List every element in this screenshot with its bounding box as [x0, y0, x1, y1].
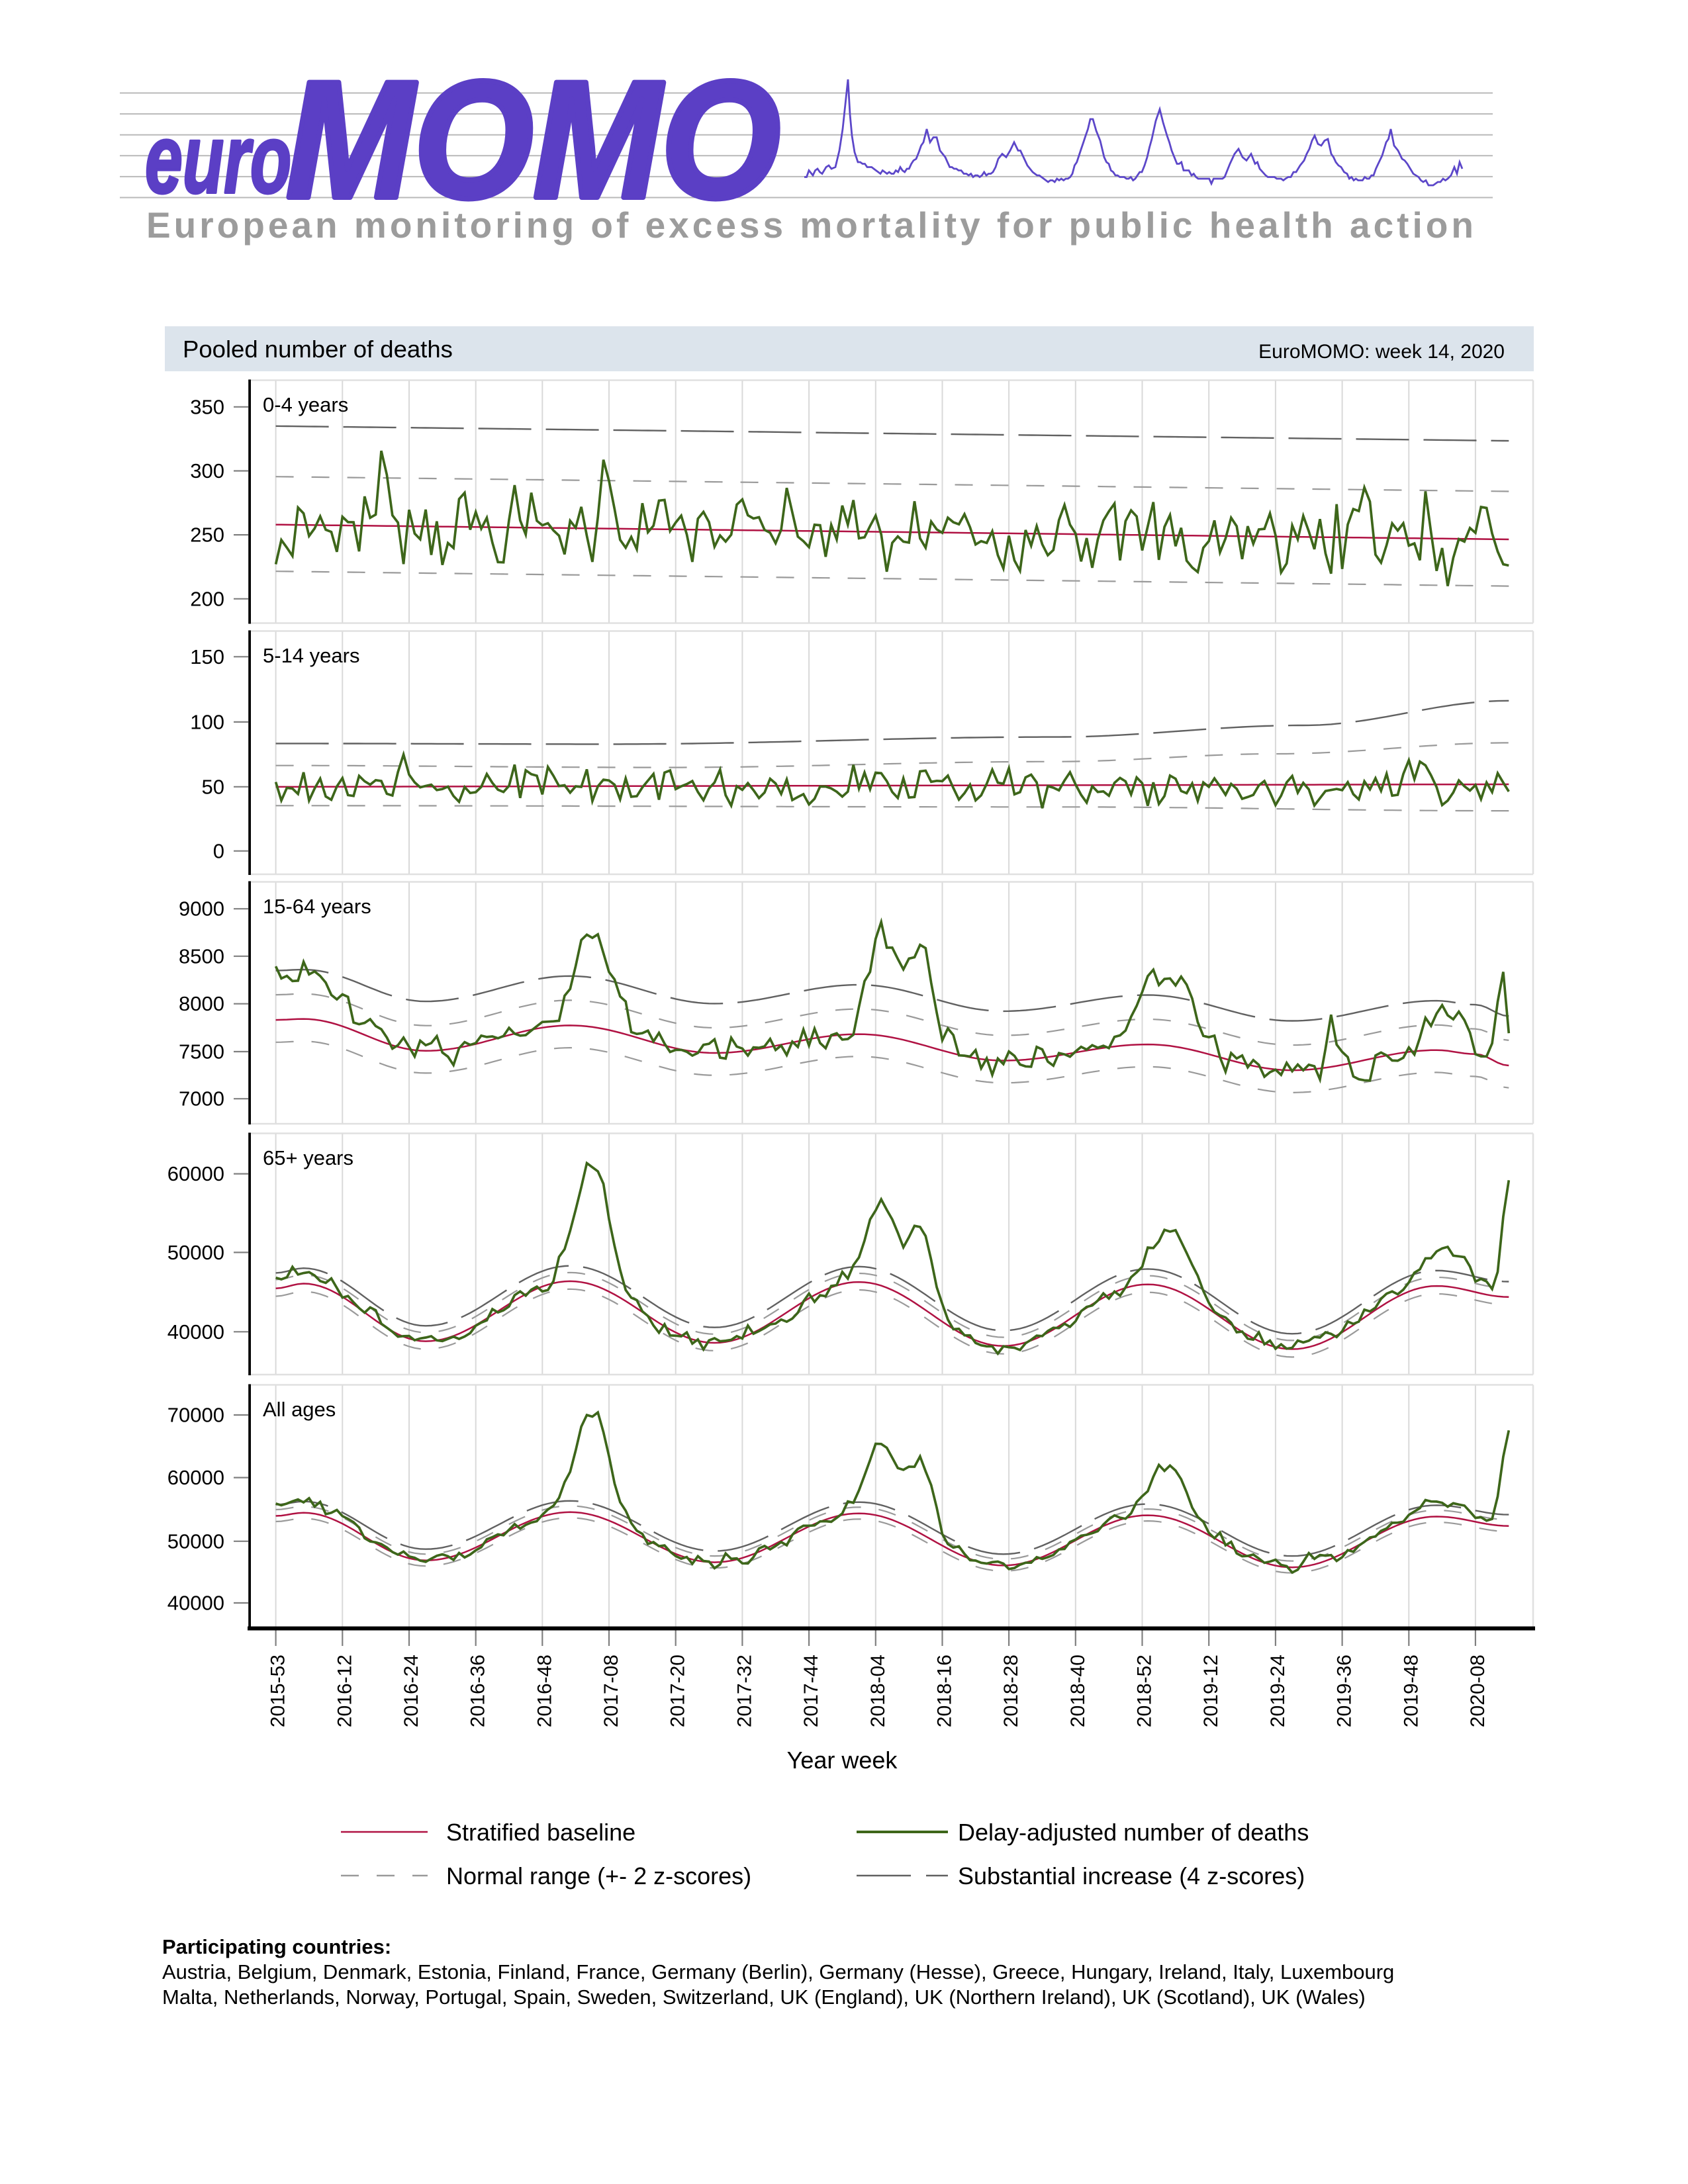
svg-text:2018-28: 2018-28 — [1000, 1655, 1022, 1727]
svg-text:50000: 50000 — [167, 1241, 224, 1264]
svg-text:100: 100 — [190, 710, 224, 733]
svg-text:2019-36: 2019-36 — [1334, 1655, 1356, 1727]
svg-text:Delay-adjusted number of death: Delay-adjusted number of deaths — [958, 1819, 1309, 1846]
svg-text:Year week: Year week — [787, 1747, 898, 1774]
svg-text:All ages: All ages — [263, 1398, 336, 1421]
svg-text:European monitoring of excess: European monitoring of excess mortality … — [146, 205, 1477, 246]
svg-text:40000: 40000 — [167, 1320, 224, 1343]
svg-text:2018-04: 2018-04 — [867, 1655, 889, 1727]
svg-text:8000: 8000 — [179, 992, 224, 1015]
svg-text:EuroMOMO: week 14, 2020: EuroMOMO: week 14, 2020 — [1258, 341, 1505, 363]
svg-text:70000: 70000 — [167, 1404, 224, 1427]
svg-text:Pooled number of deaths: Pooled number of deaths — [183, 336, 453, 363]
svg-text:2017-44: 2017-44 — [800, 1655, 822, 1727]
svg-text:MOMO: MOMO — [286, 47, 780, 233]
svg-text:2017-20: 2017-20 — [667, 1655, 689, 1727]
svg-text:2019-12: 2019-12 — [1200, 1655, 1222, 1727]
svg-text:50000: 50000 — [167, 1529, 224, 1553]
svg-text:2016-36: 2016-36 — [467, 1655, 489, 1727]
svg-text:2016-12: 2016-12 — [334, 1655, 355, 1727]
svg-text:2016-48: 2016-48 — [534, 1655, 555, 1727]
svg-text:2018-40: 2018-40 — [1067, 1655, 1089, 1727]
svg-text:40000: 40000 — [167, 1592, 224, 1615]
svg-text:65+ years: 65+ years — [263, 1146, 353, 1169]
svg-text:2015-53: 2015-53 — [267, 1655, 289, 1727]
svg-text:2018-52: 2018-52 — [1134, 1655, 1156, 1727]
svg-text:60000: 60000 — [167, 1162, 224, 1185]
svg-text:150: 150 — [190, 645, 224, 668]
svg-text:Stratified baseline: Stratified baseline — [446, 1819, 635, 1846]
svg-text:euro: euro — [145, 104, 291, 213]
svg-text:Malta, Netherlands, Norway, Po: Malta, Netherlands, Norway, Portugal, Sp… — [162, 1985, 1366, 2009]
svg-text:2017-08: 2017-08 — [600, 1655, 622, 1727]
svg-text:Austria, Belgium, Denmark, Est: Austria, Belgium, Denmark, Estonia, Finl… — [162, 1960, 1394, 1983]
svg-text:200: 200 — [190, 587, 224, 610]
svg-text:0: 0 — [213, 839, 224, 862]
svg-text:50: 50 — [202, 775, 224, 798]
svg-text:60000: 60000 — [167, 1466, 224, 1489]
svg-text:0-4 years: 0-4 years — [263, 393, 348, 416]
svg-text:2019-24: 2019-24 — [1267, 1655, 1289, 1727]
svg-text:2016-24: 2016-24 — [400, 1655, 422, 1727]
svg-text:2019-48: 2019-48 — [1400, 1655, 1422, 1727]
svg-text:7000: 7000 — [179, 1087, 224, 1111]
svg-text:5-14 years: 5-14 years — [263, 644, 359, 667]
svg-text:Participating countries:: Participating countries: — [162, 1935, 391, 1958]
svg-text:7500: 7500 — [179, 1040, 224, 1064]
svg-text:2017-32: 2017-32 — [733, 1655, 755, 1727]
svg-text:15-64 years: 15-64 years — [263, 895, 371, 918]
svg-text:Normal range (+- 2 z-scores): Normal range (+- 2 z-scores) — [446, 1862, 751, 1889]
svg-text:250: 250 — [190, 523, 224, 547]
svg-text:2020-08: 2020-08 — [1467, 1655, 1489, 1727]
svg-text:9000: 9000 — [179, 897, 224, 921]
svg-text:2018-16: 2018-16 — [934, 1655, 956, 1727]
svg-text:8500: 8500 — [179, 944, 224, 968]
svg-text:300: 300 — [190, 459, 224, 482]
svg-text:Substantial increase (4 z-scor: Substantial increase (4 z-scores) — [958, 1862, 1305, 1889]
svg-text:350: 350 — [190, 395, 224, 418]
